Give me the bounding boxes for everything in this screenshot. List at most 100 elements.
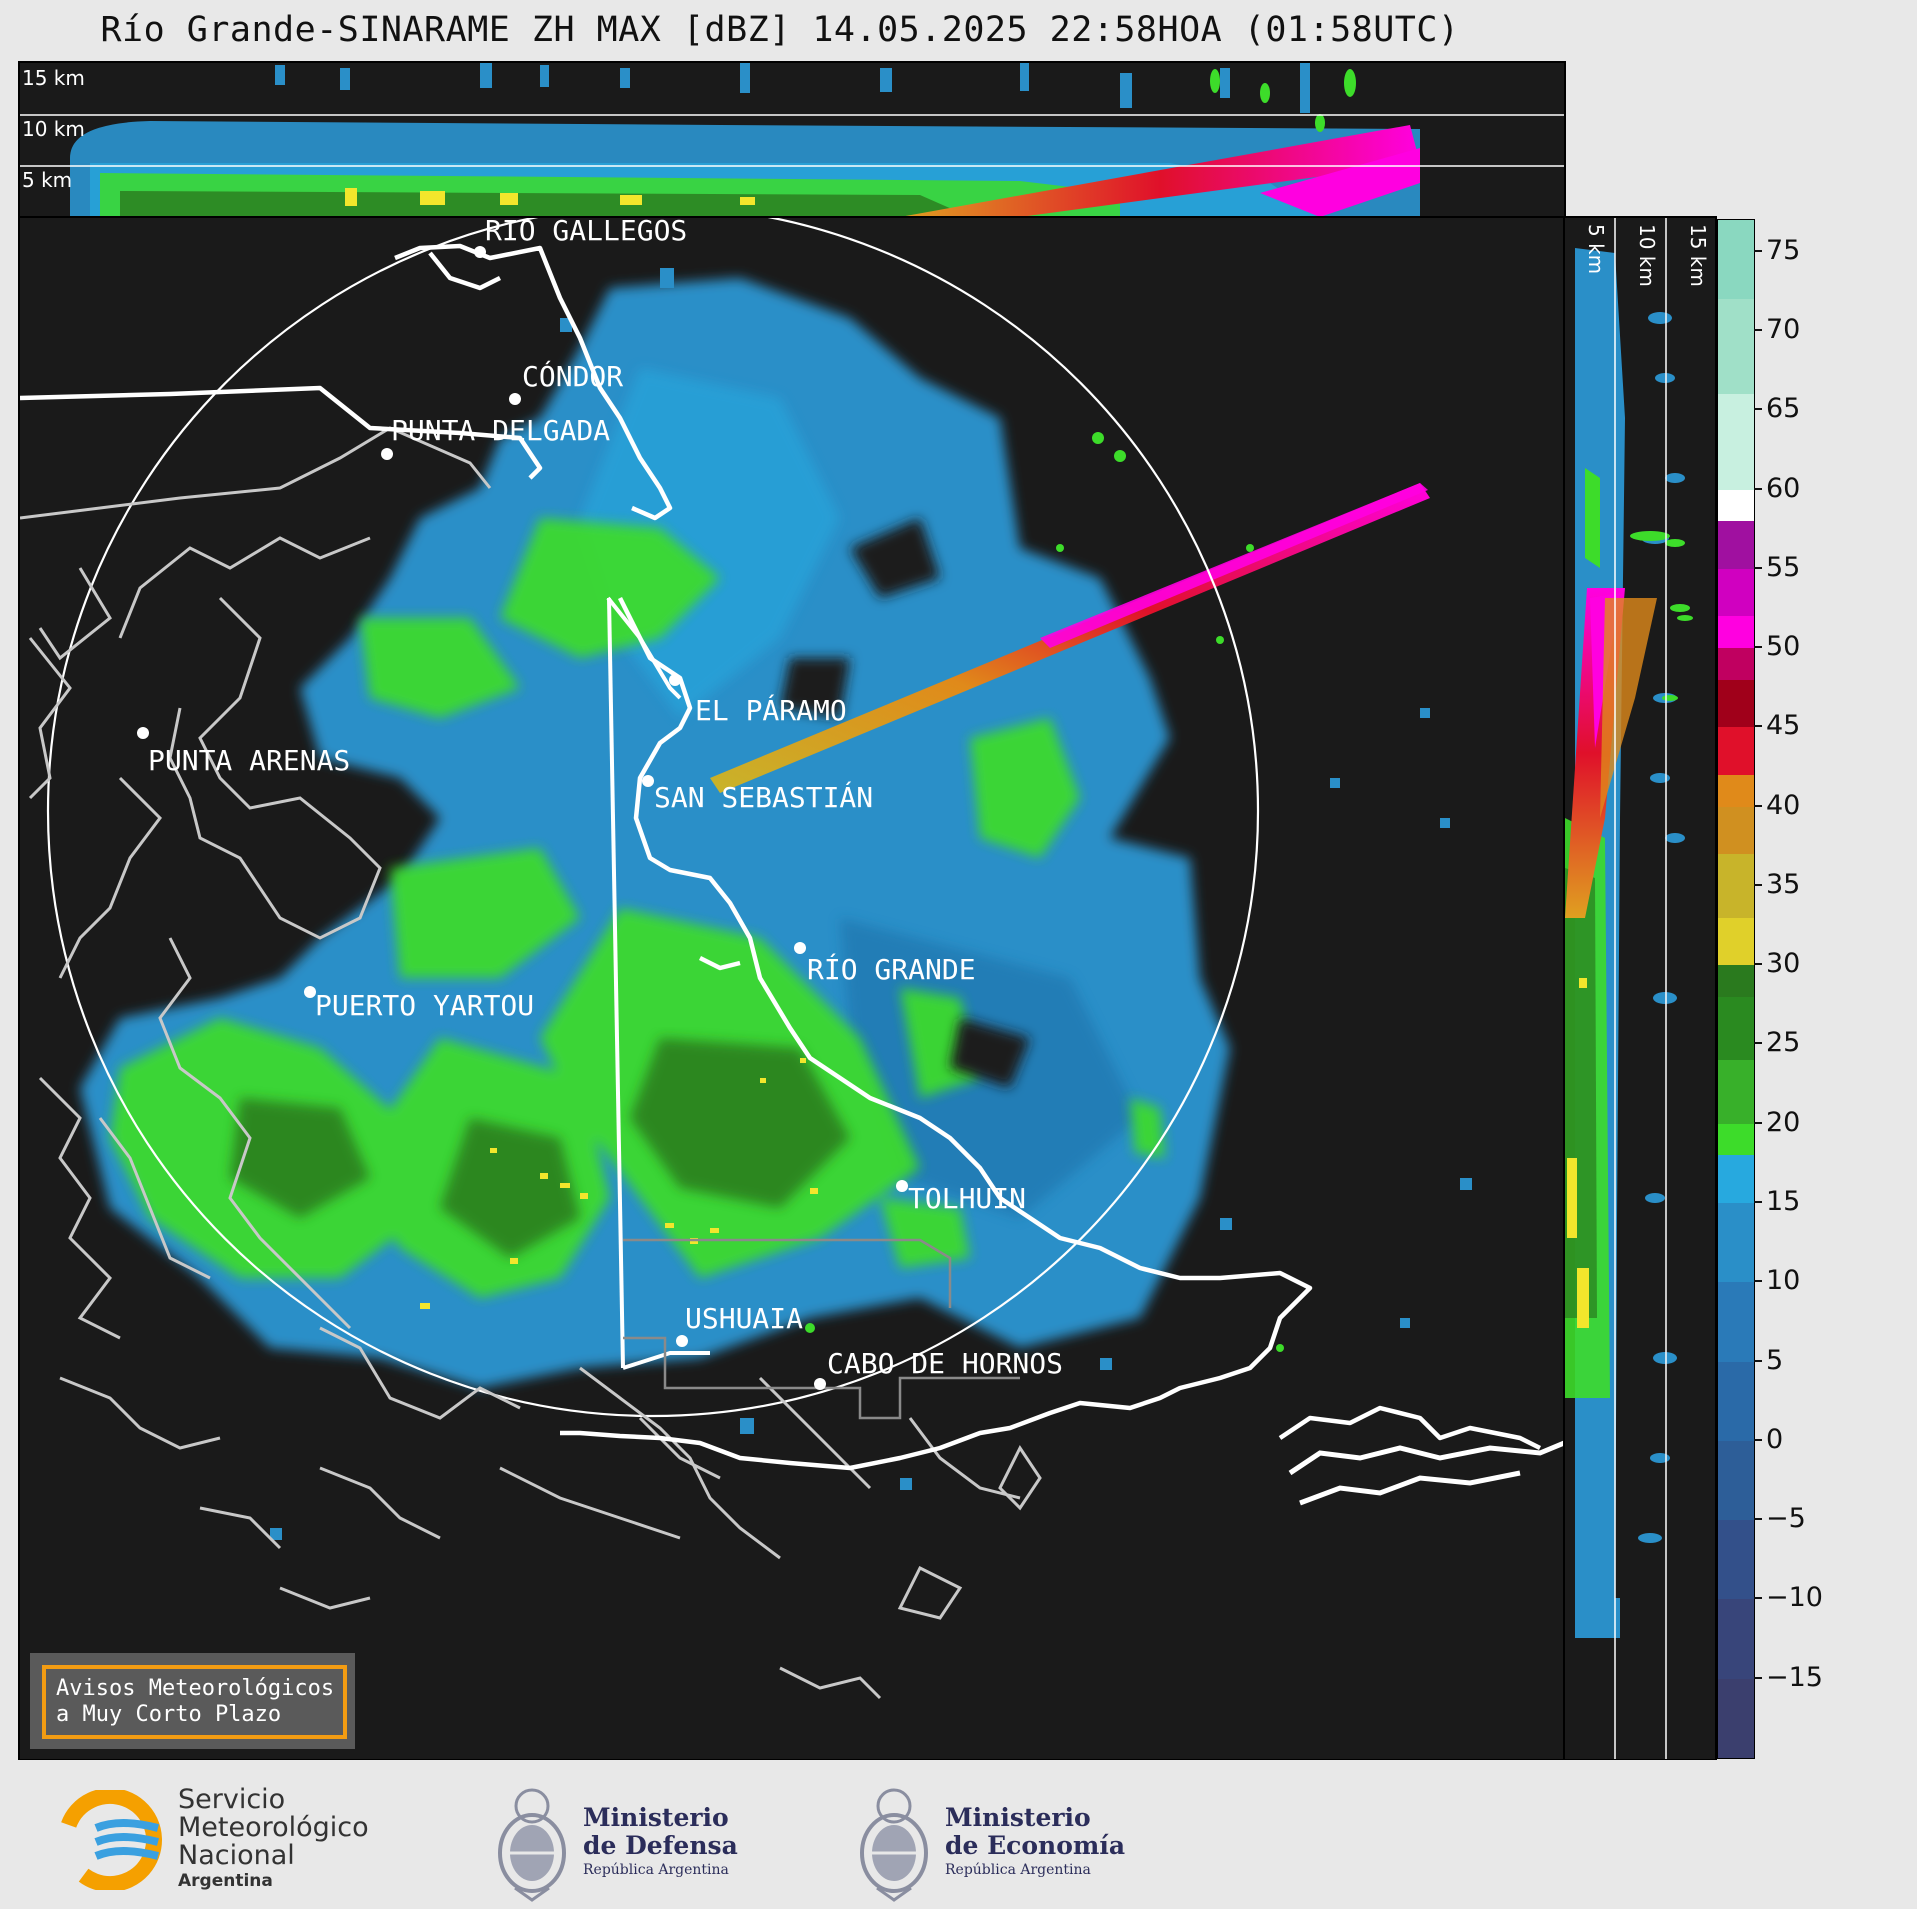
smn-line-3: Nacional — [178, 1840, 295, 1871]
smn-line-4: Argentina — [178, 1871, 273, 1891]
colorbar-segment — [1718, 1203, 1754, 1283]
colorbar-tick-label: −5 — [1766, 1503, 1806, 1535]
colorbar-segment — [1718, 1361, 1754, 1441]
colorbar-segment — [1718, 1123, 1754, 1156]
colorbar-tick — [1754, 328, 1762, 331]
defensa-logo-text: Ministerio de Defensa República Argentin… — [583, 1804, 738, 1880]
economia-line-3: República Argentina — [945, 1862, 1091, 1878]
colorbar-segment — [1718, 1060, 1754, 1124]
colorbar-segment — [1718, 1155, 1754, 1204]
label-condor: CÓNDOR — [522, 359, 623, 393]
colorbar-tick-label: 10 — [1766, 1265, 1801, 1297]
colorbar-tick — [1754, 646, 1762, 649]
top-alt-label-15: 15 km — [22, 66, 85, 90]
side-cross-section-panel: 5 km 10 km 15 km — [1563, 216, 1717, 1761]
defensa-line-1: Ministerio — [583, 1803, 729, 1832]
economia-line-2: de Economía — [945, 1831, 1126, 1860]
colorbar-tick — [1754, 963, 1762, 966]
colorbar-tick-label: 45 — [1766, 710, 1801, 742]
smn-logo — [58, 1790, 170, 1890]
colorbar-tick — [1754, 804, 1762, 807]
coastlines — [20, 426, 1042, 1700]
side-alt-label-10: 10 km — [1635, 224, 1659, 287]
colorbar-segment — [1718, 521, 1754, 569]
marker-cabo-de-hornos — [814, 1378, 826, 1390]
road-network — [20, 243, 1542, 1471]
colorbar-tick-label: 35 — [1766, 868, 1801, 900]
marker-puerto-yartou — [304, 986, 316, 998]
colorbar-segment — [1718, 774, 1754, 807]
colorbar-segment — [1718, 648, 1754, 680]
marker-rio-gallegos — [474, 246, 486, 258]
colorbar-segment — [1718, 806, 1754, 855]
colorbar-tick-label: 50 — [1766, 631, 1801, 663]
label-san-sebastian: SAN SEBASTIÁN — [654, 780, 873, 814]
colorbar-tick — [1754, 1597, 1762, 1600]
defensa-seal-icon — [495, 1778, 570, 1903]
colorbar-tick-label: 55 — [1766, 551, 1801, 583]
avisos-badge[interactable]: Avisos Meteorológicos a Muy Corto Plazo — [30, 1653, 355, 1749]
colorbar-tick-label: 15 — [1766, 1186, 1801, 1218]
tdf-south-coast — [1288, 1440, 1564, 1506]
colorbar-segment — [1718, 489, 1754, 522]
top-alt-label-10: 10 km — [22, 117, 85, 141]
location-markers — [137, 246, 908, 1390]
avisos-line-1: Avisos Meteorológicos — [56, 1676, 335, 1701]
marker-el-paramo — [669, 674, 681, 686]
radar-map: RÍO GALLEGOS CÓNDOR PUNTA DELGADA EL PÁR… — [20, 218, 1564, 1700]
colorbar-tick — [1754, 566, 1762, 569]
side-cross-section-plot: 5 km 10 km 15 km — [1565, 218, 1710, 1759]
colorbar-tick-label: 0 — [1766, 1423, 1784, 1455]
colorbar-segment — [1718, 220, 1754, 300]
colorbar-segment — [1718, 917, 1754, 966]
label-el-paramo: EL PÁRAMO — [695, 693, 847, 727]
colorbar-tick-label: 40 — [1766, 789, 1801, 821]
colorbar-tick-label: 60 — [1766, 472, 1801, 504]
colorbar-segment — [1718, 568, 1754, 617]
economia-line-1: Ministerio — [945, 1803, 1091, 1832]
avisos-line-2: a Muy Corto Plazo — [56, 1702, 282, 1727]
colorbar-tick — [1754, 1676, 1762, 1679]
colorbar-segment — [1718, 394, 1754, 490]
top-alt-label-5: 5 km — [22, 168, 72, 192]
colorbar-tick — [1754, 1359, 1762, 1362]
colorbar — [1717, 219, 1755, 1759]
colorbar-tick-label: 30 — [1766, 948, 1801, 980]
colorbar-tick — [1754, 1518, 1762, 1521]
colorbar-tick-label: −15 — [1766, 1661, 1823, 1693]
marker-punta-delgada — [381, 448, 393, 460]
defensa-line-2: de Defensa — [583, 1831, 738, 1860]
colorbar-segment — [1718, 965, 1754, 997]
ref-outline-2 — [623, 1336, 1020, 1420]
colorbar-tick — [1754, 1280, 1762, 1283]
marker-ushuaia — [676, 1335, 688, 1347]
colorbar-tick — [1754, 883, 1762, 886]
marker-punta-arenas — [137, 727, 149, 739]
label-ushuaia: USHUAIA — [685, 1302, 803, 1335]
smn-line-2: Meteorológico — [178, 1812, 369, 1843]
colorbar-tick-label: 65 — [1766, 393, 1801, 425]
label-cabo-de-hornos: CABO DE HORNOS — [827, 1347, 1063, 1380]
reflectivity-field — [80, 268, 1472, 1540]
label-rio-grande: RÍO GRANDE — [807, 952, 976, 986]
colorbar-tick-label: 70 — [1766, 313, 1801, 345]
colorbar-segment — [1718, 1520, 1754, 1600]
colorbar-segment — [1718, 1599, 1754, 1679]
ref-outline — [623, 1238, 952, 1308]
colorbar-tick — [1754, 249, 1762, 252]
smn-line-1: Servicio — [178, 1784, 286, 1815]
colorbar-segment — [1718, 616, 1754, 649]
colorbar-tick — [1754, 1121, 1762, 1124]
label-tolhuin: TOLHUIN — [908, 1182, 1026, 1215]
side-alt-label-5: 5 km — [1584, 224, 1608, 274]
top-cross-section-panel: 15 km 10 km 5 km — [18, 61, 1566, 219]
colorbar-tick-label: −10 — [1766, 1582, 1823, 1614]
colorbar-tick — [1754, 1201, 1762, 1204]
colorbar-tick-label: 75 — [1766, 234, 1801, 266]
defensa-line-3: República Argentina — [583, 1862, 729, 1878]
side-alt-label-15: 15 km — [1686, 224, 1710, 287]
smn-logo-text: Servicio Meteorológico Nacional Argentin… — [178, 1786, 369, 1892]
colorbar-tick — [1754, 725, 1762, 728]
range-ring — [47, 218, 1259, 1417]
colorbar-segment — [1718, 996, 1754, 1061]
